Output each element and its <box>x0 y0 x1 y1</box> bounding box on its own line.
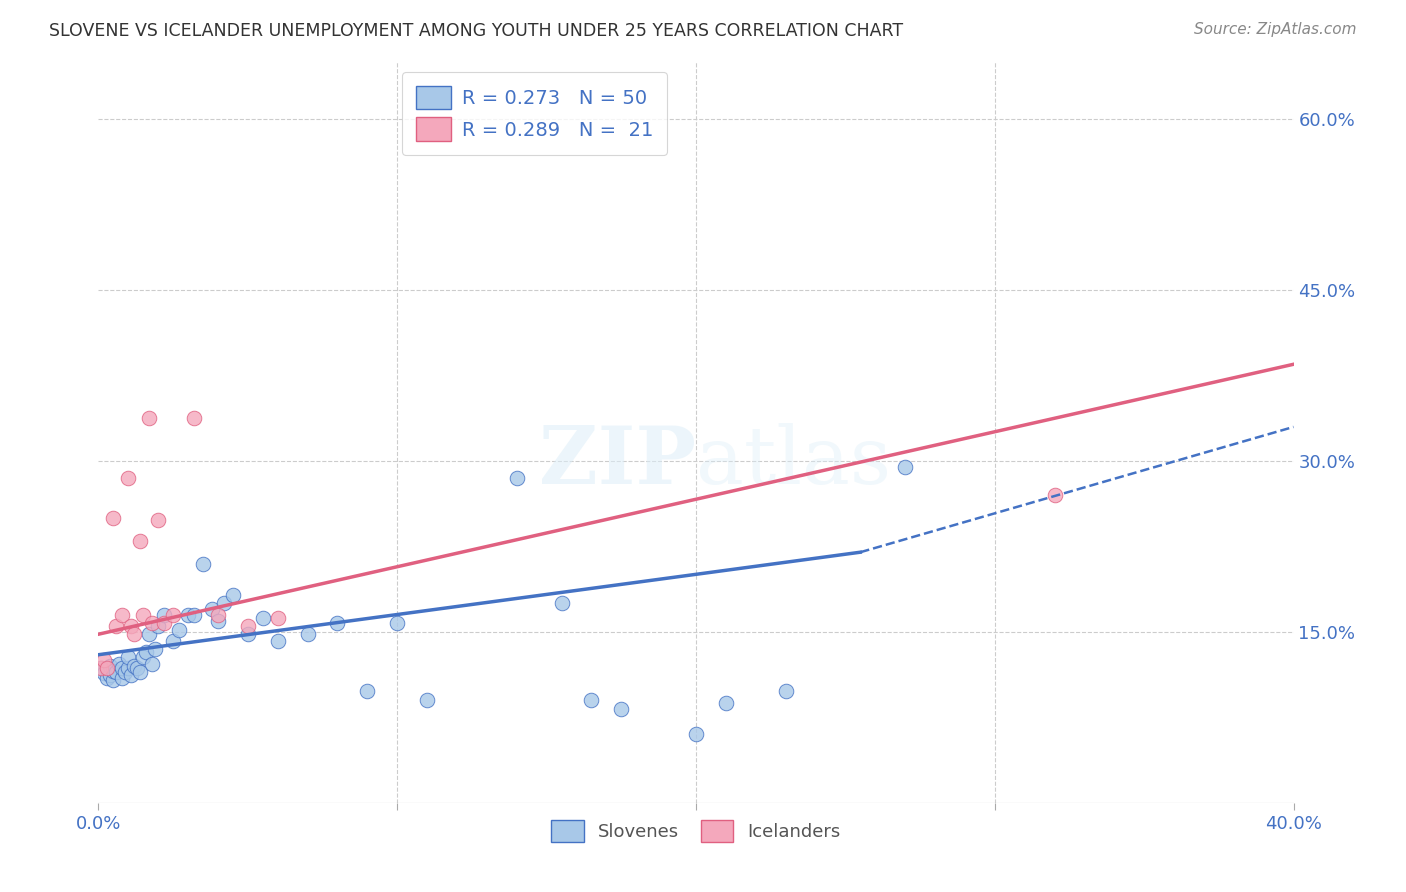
Point <box>129 533 152 548</box>
Point <box>236 619 259 633</box>
Point <box>141 657 163 671</box>
Point <box>127 661 149 675</box>
Point <box>120 668 142 682</box>
Point <box>252 611 274 625</box>
Point <box>297 627 319 641</box>
Point <box>98 668 122 682</box>
Point <box>714 696 737 710</box>
Point <box>124 659 146 673</box>
Point <box>141 615 163 630</box>
Point <box>236 627 259 641</box>
Point <box>111 661 134 675</box>
Point <box>177 607 200 622</box>
Point <box>183 607 205 622</box>
Point <box>117 661 139 675</box>
Point <box>207 614 229 628</box>
Point <box>162 634 184 648</box>
Point <box>105 619 128 633</box>
Point <box>105 665 128 679</box>
Point <box>120 619 142 633</box>
Point <box>108 657 131 671</box>
Point <box>96 671 118 685</box>
Point <box>90 661 112 675</box>
Point <box>326 615 349 630</box>
Point <box>143 642 166 657</box>
Point <box>167 623 190 637</box>
Point <box>103 673 125 687</box>
Point <box>132 607 155 622</box>
Point <box>117 650 139 665</box>
Point <box>93 665 115 680</box>
Point <box>162 607 184 622</box>
Point <box>124 627 146 641</box>
Point <box>685 727 707 741</box>
Point <box>506 471 529 485</box>
Text: atlas: atlas <box>696 423 891 501</box>
Point <box>148 619 170 633</box>
Point <box>416 693 439 707</box>
Point <box>267 634 290 648</box>
Point <box>201 602 224 616</box>
Point <box>148 513 170 527</box>
Point <box>111 671 134 685</box>
Point <box>894 459 917 474</box>
Point <box>207 607 229 622</box>
Point <box>93 653 115 667</box>
Point <box>775 684 797 698</box>
Point <box>356 684 378 698</box>
Point <box>114 665 136 679</box>
Point <box>117 471 139 485</box>
Point <box>132 650 155 665</box>
Point <box>183 410 205 425</box>
Point <box>1043 488 1066 502</box>
Point <box>98 659 122 673</box>
Point <box>267 611 290 625</box>
Point <box>191 557 214 571</box>
Point <box>103 664 125 678</box>
Point <box>90 661 112 675</box>
Point <box>581 693 603 707</box>
Point <box>129 665 152 679</box>
Point <box>212 597 235 611</box>
Point <box>138 627 160 641</box>
Point <box>111 607 134 622</box>
Text: SLOVENE VS ICELANDER UNEMPLOYMENT AMONG YOUTH UNDER 25 YEARS CORRELATION CHART: SLOVENE VS ICELANDER UNEMPLOYMENT AMONG … <box>49 22 903 40</box>
Point <box>610 702 633 716</box>
Point <box>153 607 176 622</box>
Point <box>135 645 157 659</box>
Point <box>103 511 125 525</box>
Text: Source: ZipAtlas.com: Source: ZipAtlas.com <box>1194 22 1357 37</box>
Point <box>138 410 160 425</box>
Point <box>385 615 409 630</box>
Text: ZIP: ZIP <box>538 423 696 501</box>
Legend: Slovenes, Icelanders: Slovenes, Icelanders <box>544 813 848 849</box>
Point <box>550 597 572 611</box>
Point <box>96 661 118 675</box>
Point <box>153 615 176 630</box>
Point <box>222 589 245 603</box>
